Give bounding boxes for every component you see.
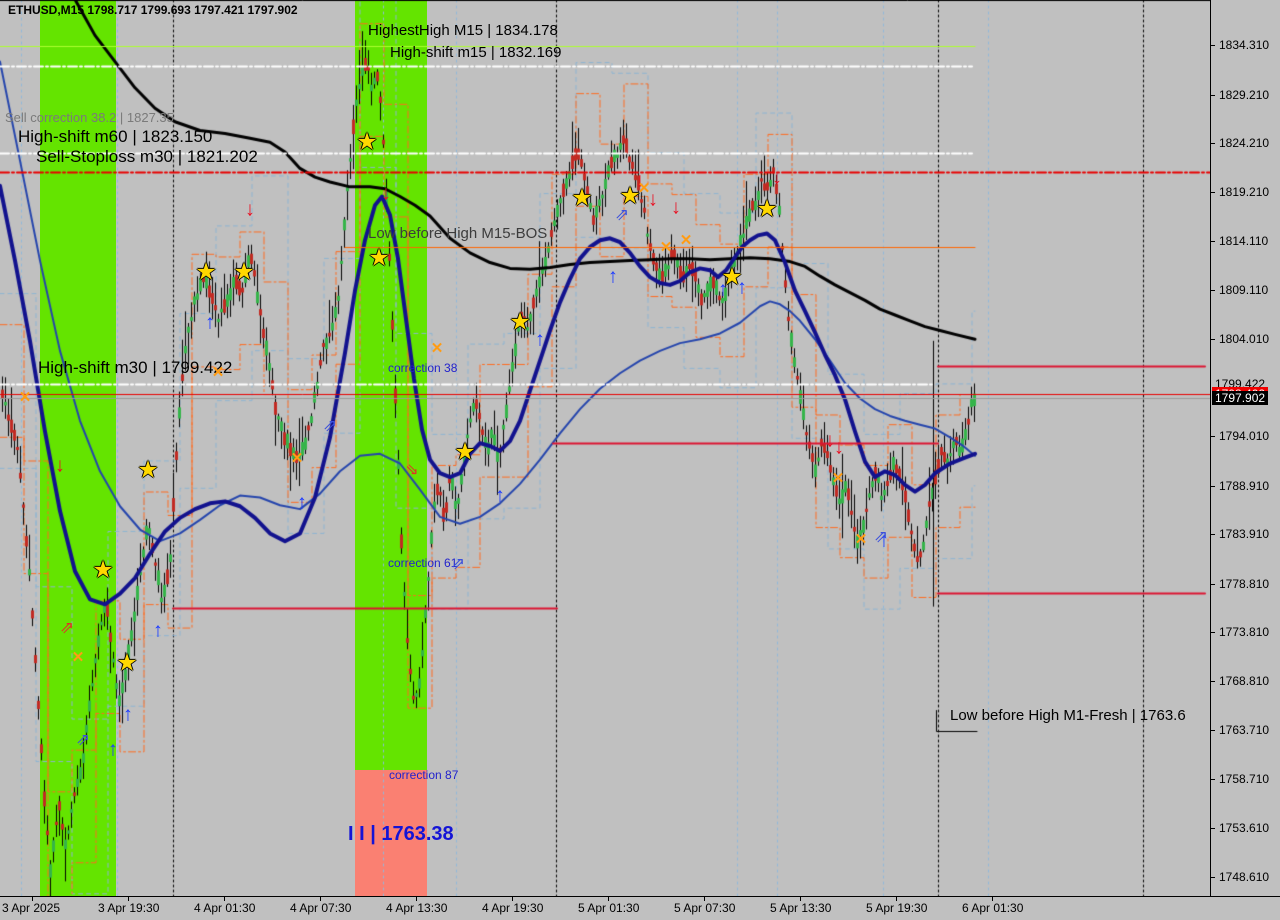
time-tick	[416, 897, 417, 901]
time-tick	[704, 897, 705, 901]
price-axis-label: 1814.110	[1219, 234, 1269, 248]
price-axis-label: 1809.110	[1219, 283, 1269, 297]
time-axis-label: 5 Apr 07:30	[674, 901, 736, 915]
price-tick	[1211, 779, 1215, 780]
price-chart-canvas[interactable]	[0, 0, 1210, 896]
time-axis-label: 5 Apr 19:30	[866, 901, 928, 915]
time-axis-label: 6 Apr 01:30	[962, 901, 1024, 915]
price-axis-label: 1819.210	[1219, 185, 1270, 199]
price-axis-label: 1788.910	[1219, 479, 1270, 493]
time-axis-label: 3 Apr 19:30	[98, 901, 160, 915]
price-tick	[1211, 45, 1215, 46]
time-axis-label: 5 Apr 13:30	[770, 901, 832, 915]
price-axis-label: 1829.210	[1219, 88, 1270, 102]
price-tick	[1211, 290, 1215, 291]
time-axis[interactable]: 3 Apr 2025 3 Apr 19:30 4 Apr 01:30 4 Apr 07…	[0, 896, 1280, 920]
price-tick	[1211, 828, 1215, 829]
price-axis-label: 1748.610	[1219, 870, 1270, 884]
price-axis-label: 1768.810	[1219, 674, 1270, 688]
time-tick	[128, 897, 129, 901]
time-axis-label: 5 Apr 01:30	[578, 901, 640, 915]
time-tick	[224, 897, 225, 901]
time-tick	[800, 897, 801, 901]
time-axis-label: 4 Apr 07:30	[290, 901, 352, 915]
time-tick	[320, 897, 321, 901]
price-tick	[1211, 486, 1215, 487]
price-tick	[1211, 95, 1215, 96]
price-tick	[1211, 584, 1215, 585]
price-axis-label: 1773.810	[1219, 625, 1270, 639]
price-tick	[1211, 730, 1215, 731]
price-axis-label: 1824.210	[1219, 136, 1270, 150]
time-axis-label: 3 Apr 2025	[2, 901, 61, 915]
price-tick	[1211, 534, 1215, 535]
price-tick	[1211, 681, 1215, 682]
price-tick	[1211, 192, 1215, 193]
time-tick	[992, 897, 993, 901]
time-axis-label: 4 Apr 01:30	[194, 901, 256, 915]
price-tick	[1211, 436, 1215, 437]
price-tick	[1211, 877, 1215, 878]
ohlc-readout: ETHUSD,M15 1798.717 1799.693 1797.421 17…	[8, 3, 298, 17]
price-axis-label: 1794.010	[1219, 429, 1270, 443]
price-axis-label: 1834.310	[1219, 38, 1270, 52]
price-tick	[1211, 143, 1215, 144]
price-tick	[1211, 632, 1215, 633]
time-tick	[512, 897, 513, 901]
price-tick	[1211, 241, 1215, 242]
price-axis-label: 1783.910	[1219, 527, 1270, 541]
time-tick	[608, 897, 609, 901]
time-axis-label: 4 Apr 19:30	[482, 901, 544, 915]
price-axis-label: 1753.610	[1219, 821, 1270, 835]
time-tick	[32, 897, 33, 901]
time-tick	[896, 897, 897, 901]
time-axis-label: 4 Apr 13:30	[386, 901, 448, 915]
price-tick	[1211, 339, 1215, 340]
price-axis-label: 1778.810	[1219, 577, 1270, 591]
price-axis-label: 1763.710	[1219, 723, 1270, 737]
price-axis-label: 1804.010	[1219, 332, 1270, 346]
price-badge-bid: 1797.902	[1212, 391, 1269, 405]
price-axis[interactable]: 1834.310 1829.210 1824.210 1819.210 1814.110…	[1210, 0, 1280, 896]
price-axis-label: 1758.710	[1219, 772, 1270, 786]
